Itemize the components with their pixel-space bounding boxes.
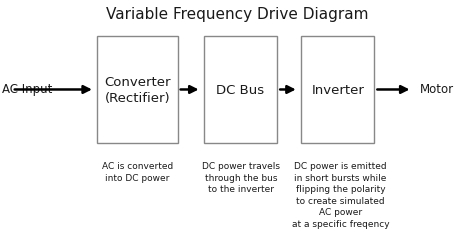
Text: DC power travels
through the bus
to the inverter: DC power travels through the bus to the … bbox=[202, 162, 280, 194]
Text: Motor: Motor bbox=[419, 82, 454, 95]
Bar bbox=[97, 37, 178, 143]
Text: DC Bus: DC Bus bbox=[217, 84, 264, 97]
Text: Converter
(Rectifier): Converter (Rectifier) bbox=[104, 76, 171, 104]
Text: AC is converted
into DC power: AC is converted into DC power bbox=[102, 162, 173, 182]
Text: DC power is emitted
in short bursts while
flipping the polarity
to create simula: DC power is emitted in short bursts whil… bbox=[292, 162, 389, 228]
Text: Inverter: Inverter bbox=[311, 84, 364, 97]
Text: AC Input: AC Input bbox=[2, 82, 53, 95]
Bar bbox=[301, 37, 374, 143]
Bar bbox=[204, 37, 277, 143]
Text: Variable Frequency Drive Diagram: Variable Frequency Drive Diagram bbox=[106, 7, 368, 22]
